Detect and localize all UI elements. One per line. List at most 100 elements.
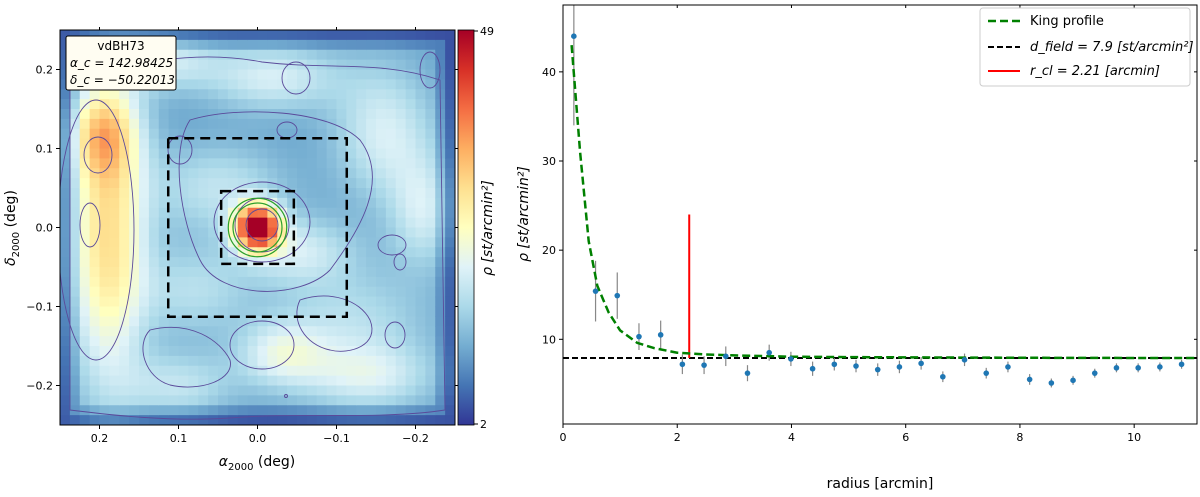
heatmap-cell xyxy=(316,346,328,357)
heatmap-cell xyxy=(356,267,367,278)
data-point xyxy=(983,370,990,376)
heatmap-cell xyxy=(346,346,357,357)
data-point xyxy=(1135,365,1141,371)
heatmap-cell xyxy=(405,59,417,71)
heatmap-cell xyxy=(119,128,130,140)
heatmap-cell xyxy=(208,30,219,41)
heatmap-cell xyxy=(69,395,81,406)
heatmap-cell xyxy=(376,405,387,416)
heatmap-cell xyxy=(277,89,288,100)
heatmap-cell xyxy=(119,247,130,258)
heatmap-cell xyxy=(168,227,180,238)
heatmap-cell xyxy=(148,148,160,159)
heatmap-cell xyxy=(445,227,455,238)
profile-x-tick-label: 8 xyxy=(1016,431,1023,444)
heatmap-cell xyxy=(287,148,298,159)
heatmap-cell xyxy=(425,138,436,150)
heatmap-cell xyxy=(297,138,308,150)
heatmap-cell xyxy=(99,355,110,367)
heatmap-cell xyxy=(257,227,268,238)
heatmap-cell xyxy=(316,306,328,317)
data-point xyxy=(614,292,621,299)
heatmap-cell xyxy=(247,69,259,80)
heatmap-cell xyxy=(395,286,407,298)
data-point xyxy=(679,361,686,368)
heatmap-cell xyxy=(208,346,219,357)
cluster-name: vdBH73 xyxy=(97,39,144,53)
heatmap-cell xyxy=(198,296,209,308)
heatmap-cell xyxy=(287,158,298,169)
heatmap-cell xyxy=(445,168,455,179)
heatmap-cell xyxy=(445,385,455,396)
heatmap-cell xyxy=(109,365,120,377)
heatmap-cell xyxy=(257,365,268,377)
heatmap-cell xyxy=(188,128,199,140)
heatmap-cell xyxy=(316,247,328,258)
heatmap-cell xyxy=(277,30,288,41)
heatmap-cell xyxy=(405,188,417,199)
heatmap-cell xyxy=(356,168,367,179)
heatmap-cell xyxy=(168,138,180,150)
heatmap-cell xyxy=(158,395,170,406)
heatmap-cell xyxy=(227,355,239,367)
heatmap-cell xyxy=(356,415,367,425)
heatmap-cell xyxy=(198,138,209,150)
heatmap-cell xyxy=(148,395,160,406)
heatmap-cell xyxy=(385,286,397,298)
heatmap-cell xyxy=(168,188,180,199)
heatmap-cell xyxy=(445,197,455,209)
heatmap-cell xyxy=(119,316,130,327)
heatmap-cell xyxy=(60,79,71,90)
heatmap-cell xyxy=(385,59,397,71)
heatmap-cell xyxy=(208,237,219,248)
heatmap-cell xyxy=(306,405,318,416)
heatmap-cell xyxy=(198,128,209,140)
heatmap-cell xyxy=(129,415,140,425)
heatmap-cell xyxy=(405,257,417,268)
heatmap-cell xyxy=(326,267,338,278)
heatmap-cell xyxy=(60,365,71,377)
heatmap-cell xyxy=(376,257,387,268)
heatmap-cell xyxy=(188,237,199,248)
heatmap-cell xyxy=(445,247,455,258)
heatmap-cell xyxy=(109,247,120,258)
heatmap-cell xyxy=(218,188,229,199)
heatmap-cell xyxy=(277,257,288,268)
heatmap-cell xyxy=(297,267,308,278)
heatmap-cell xyxy=(129,286,140,298)
heatmap-cell xyxy=(425,99,436,110)
heatmap-cell xyxy=(208,39,219,51)
heatmap-cell xyxy=(425,326,436,337)
heatmap-cell xyxy=(247,395,259,406)
heatmap-cell xyxy=(346,237,357,248)
heatmap-cell xyxy=(109,207,120,219)
heatmap-cell xyxy=(425,217,436,229)
heatmap-cell xyxy=(346,188,357,199)
heatmap-cell xyxy=(168,395,180,406)
heatmap-cell xyxy=(366,415,377,425)
heatmap-cell xyxy=(60,355,71,367)
heatmap-cell xyxy=(445,178,455,189)
heatmap-cell xyxy=(208,227,219,238)
heatmap-cell xyxy=(198,30,209,41)
heatmap-cell xyxy=(158,30,170,41)
heatmap-cell xyxy=(346,138,357,150)
data-point xyxy=(592,288,599,294)
heatmap-cell xyxy=(139,118,150,130)
heatmap-cell xyxy=(445,316,455,327)
heatmap-cell xyxy=(227,109,239,120)
heatmap-cell xyxy=(366,365,377,377)
heatmap-cell xyxy=(148,405,160,416)
heatmap-cell xyxy=(237,326,249,337)
heatmap-cell xyxy=(306,257,318,268)
heatmap-cell xyxy=(139,326,150,337)
heatmap-cell xyxy=(247,49,259,61)
heatmap-cell xyxy=(218,197,229,209)
heatmap-cell xyxy=(208,69,219,80)
heatmap-cell xyxy=(267,237,278,248)
heatmap-cell xyxy=(435,207,446,219)
heatmap-cell xyxy=(346,336,357,347)
heatmap-cell xyxy=(405,326,417,337)
heatmap-cell xyxy=(376,109,387,120)
heatmap-cell xyxy=(277,188,288,199)
